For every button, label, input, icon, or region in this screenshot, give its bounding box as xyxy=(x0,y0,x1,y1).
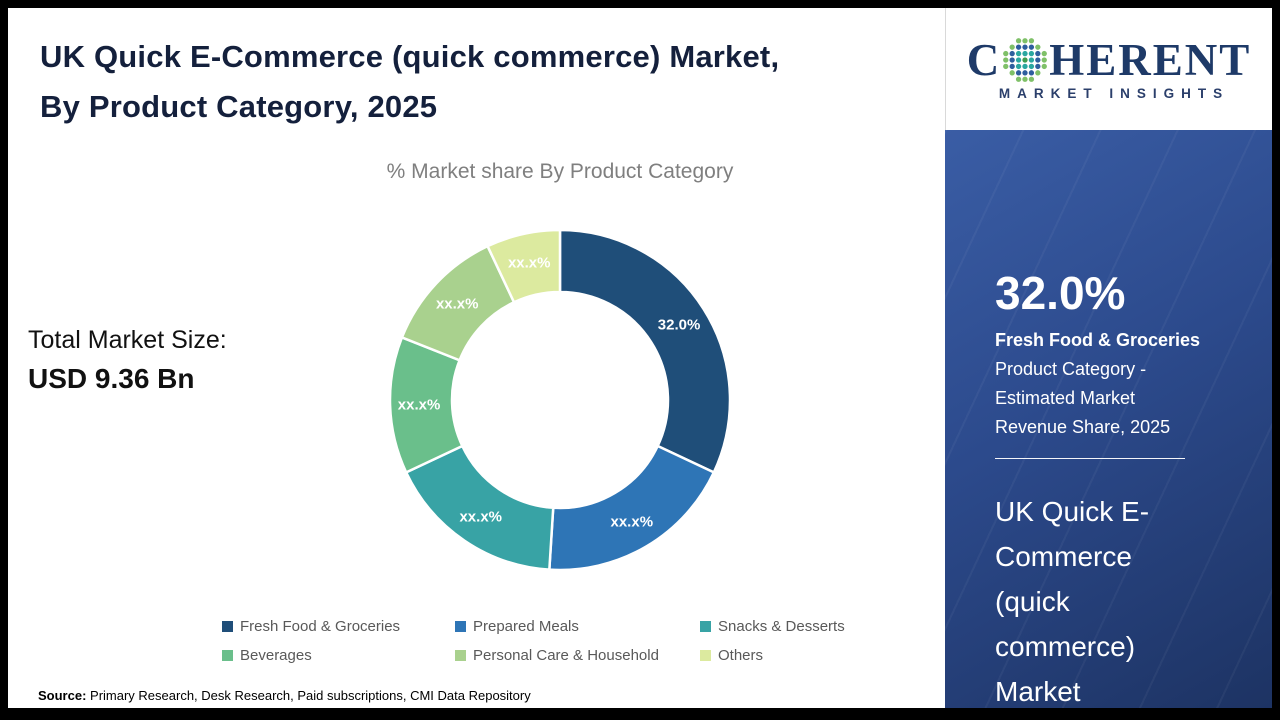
slice-label-2: xx.x% xyxy=(459,509,502,526)
legend-swatch xyxy=(222,621,233,632)
legend-swatch xyxy=(222,650,233,661)
legend-label: Fresh Food & Groceries xyxy=(240,618,401,635)
source-prefix: Source: xyxy=(38,688,87,703)
legend-label: Prepared Meals xyxy=(473,618,579,635)
legend-swatch xyxy=(700,650,711,661)
legend-item: Personal Care & Household xyxy=(455,647,700,664)
chart-legend: Fresh Food & Groceries Prepared Meals Snac… xyxy=(222,618,845,664)
logo-globe-dot xyxy=(1028,44,1035,50)
legend-swatch xyxy=(455,621,466,632)
logo-globe-dot xyxy=(1028,63,1035,70)
logo-globe-dot xyxy=(1022,76,1028,82)
source-line: Source: Primary Research, Desk Research,… xyxy=(38,688,531,703)
logo-globe-dot xyxy=(1009,44,1016,50)
logo-globe-icon xyxy=(1003,38,1048,82)
total-market-size-label: Total Market Size: xyxy=(28,326,227,354)
donut-chart-container: 32.0% xx.x% xx.x% xx.x% xx.x% xx.x% xyxy=(380,220,740,580)
total-market-size-value: USD 9.36 Bn xyxy=(28,363,195,394)
logo-globe-dot xyxy=(1035,63,1041,70)
logo-globe-dot xyxy=(1035,57,1041,63)
logo-globe-dot xyxy=(1028,38,1035,44)
source-text: Primary Research, Desk Research, Paid su… xyxy=(86,688,531,703)
logo-letter-c: C xyxy=(966,34,1002,85)
logo-globe-dot xyxy=(1009,57,1016,63)
legend-label: Beverages xyxy=(240,647,312,664)
side-panel-body: 32.0% Fresh Food & Groceries Product Cat… xyxy=(945,130,1272,708)
brand-logo: C HERENT MARKET INSIGHTS xyxy=(945,8,1272,130)
logo-subtitle: MARKET INSIGHTS xyxy=(998,85,1230,101)
logo-globe-dot xyxy=(1041,50,1048,57)
logo-globe-dot xyxy=(1035,50,1041,57)
stat-value: 32.0% xyxy=(995,267,1126,319)
logo-globe-dot xyxy=(1022,50,1028,57)
donut-chart: 32.0% xx.x% xx.x% xx.x% xx.x% xx.x% xyxy=(388,228,732,572)
infographic-content: UK Quick E-Commerce (quick commerce) Mar… xyxy=(8,8,1272,708)
logo-wordmark: C HERENT xyxy=(966,34,1252,85)
stat-line1: Product Category - xyxy=(995,359,1147,379)
logo-globe-dot xyxy=(1009,63,1016,70)
logo-letters-rest: HERENT xyxy=(1049,34,1252,85)
stat-category: Fresh Food & Groceries xyxy=(995,330,1201,350)
market-name: UK Quick E-Commerce (quick commerce) Mar… xyxy=(995,496,1150,707)
slice-label-5: xx.x% xyxy=(508,254,551,271)
logo-globe-dot xyxy=(1035,70,1041,76)
legend-item: Prepared Meals xyxy=(455,618,700,635)
page-title: UK Quick E-Commerce (quick commerce) Mar… xyxy=(40,32,779,132)
side-panel: C HERENT MARKET INSIGHTS 32.0% Fresh Foo… xyxy=(945,8,1272,708)
legend-item: Others xyxy=(700,647,845,664)
legend-label: Personal Care & Household xyxy=(473,647,659,664)
legend-label: Snacks & Desserts xyxy=(718,618,845,635)
logo-globe-dot xyxy=(1009,70,1016,76)
logo-globe-dot xyxy=(1041,57,1048,63)
stat-line3: Revenue Share, 2025 xyxy=(995,417,1171,437)
logo-globe-dot xyxy=(1028,70,1035,76)
logo-globe-dot xyxy=(1016,38,1022,44)
logo-globe-dot xyxy=(1028,76,1035,82)
logo-globe-dot xyxy=(1016,70,1022,76)
slice-label-3: xx.x% xyxy=(398,396,441,413)
page-title-line1: UK Quick E-Commerce (quick commerce) Mar… xyxy=(40,39,780,74)
legend-item: Beverages xyxy=(222,647,455,664)
legend-item: Snacks & Desserts xyxy=(700,618,845,635)
page-title-line2: By Product Category, 2025 xyxy=(40,89,438,124)
logo-globe-dot xyxy=(1028,50,1035,57)
logo-globe-dot xyxy=(1016,44,1022,50)
logo-globe-dot xyxy=(1022,70,1028,76)
logo-globe-dot xyxy=(1028,57,1035,63)
logo-globe-dot xyxy=(1003,57,1009,63)
logo-globe-dot xyxy=(1016,50,1022,57)
donut-segment-0 xyxy=(558,228,732,475)
logo-globe-dot xyxy=(1003,63,1009,70)
logo-globe-dot xyxy=(1016,57,1022,63)
logo-globe-dot xyxy=(1009,50,1016,57)
slice-label-1: xx.x% xyxy=(611,513,654,530)
logo-globe-dot xyxy=(1016,76,1022,82)
logo-globe-dot xyxy=(1022,63,1028,70)
main-area: UK Quick E-Commerce (quick commerce) Mar… xyxy=(8,8,945,708)
logo-globe-dot xyxy=(1022,57,1028,63)
logo-globe-dot xyxy=(1003,50,1009,57)
stat-description: Fresh Food & Groceries Product Category … xyxy=(995,326,1248,442)
slice-label-0: 32.0% xyxy=(658,316,701,333)
logo-globe-dot xyxy=(1041,63,1048,70)
logo-globe-dot xyxy=(1035,44,1041,50)
legend-swatch xyxy=(455,650,466,661)
donut-segment-1 xyxy=(547,444,716,572)
chart-title: % Market share By Product Category xyxy=(386,160,734,183)
logo-globe-dot xyxy=(1022,44,1028,50)
legend-swatch xyxy=(700,621,711,632)
panel-divider xyxy=(995,458,1185,459)
logo-globe-dot xyxy=(1016,63,1022,70)
stat-line2: Estimated Market xyxy=(995,388,1136,408)
legend-label: Others xyxy=(718,647,764,664)
donut-segment-5 xyxy=(485,228,562,304)
slice-label-4: xx.x% xyxy=(436,295,479,312)
total-market-size: Total Market Size: USD 9.36 Bn xyxy=(28,326,227,395)
logo-globe-dot xyxy=(1022,38,1028,44)
legend-item: Fresh Food & Groceries xyxy=(222,618,455,635)
